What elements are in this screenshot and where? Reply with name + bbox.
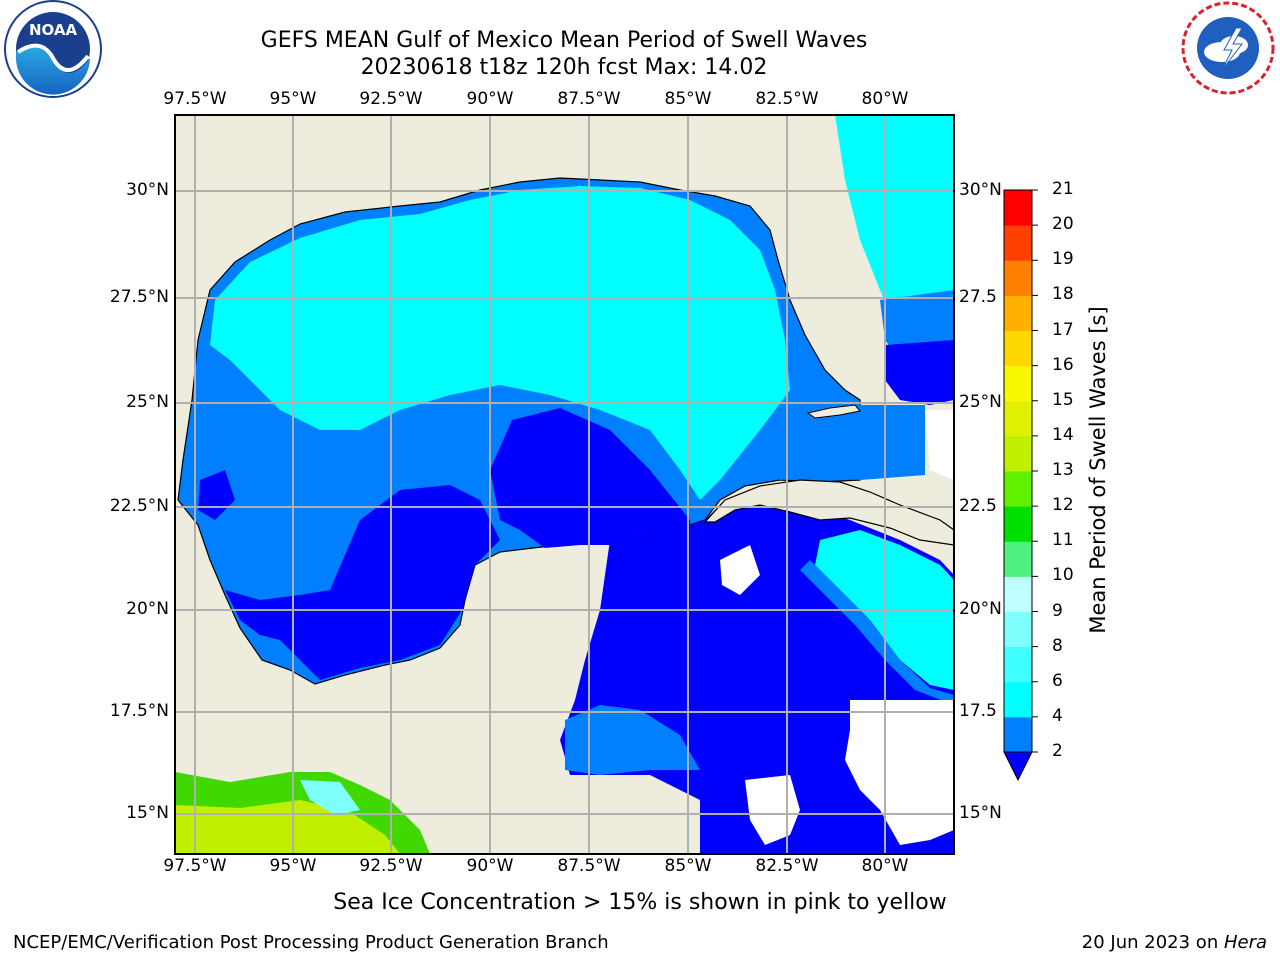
colorbar [1003,189,1038,782]
colorbar-segment [1004,365,1032,402]
colorbar-segment [1004,576,1032,612]
colorbar-tick-label: 8 [1052,635,1063,656]
colorbar-segment [1004,435,1032,472]
lon-tick-label: 95°W [269,856,317,876]
lon-tick-label: 87.5°W [557,856,621,876]
lat-tick-label: 20°N [126,599,169,619]
lon-tick-label: 92.5°W [359,89,423,109]
colorbar-tick-label: 2 [1052,741,1063,761]
colorbar-tick-label: 20 [1052,214,1074,235]
colorbar-segment [1004,260,1032,296]
colorbar-tick-label: 10 [1052,565,1074,586]
footer-date: 20 Jun 2023 on Hera [1082,932,1267,953]
lat-tick-label: 30°N [126,180,169,200]
lon-tick-label: 82.5°W [755,856,819,876]
colorbar-tick-label: 6 [1052,670,1063,691]
lon-tick-label: 92.5°W [359,856,423,876]
colorbar-segment [1004,295,1032,331]
colorbar-tick-label: 4 [1052,705,1063,726]
lat-tick-label: 20°N [959,599,1002,619]
lat-tick-label: 22.5 [959,496,997,516]
lat-tick-label: 27.5°N [109,287,169,307]
lon-tick-label: 90°W [466,856,514,876]
colorbar-segment [1004,190,1032,226]
lat-tick-label: 25°N [126,392,169,412]
lat-tick-label: 30°N [959,180,1002,200]
footer-credit: NCEP/EMC/Verification Post Processing Pr… [13,932,609,953]
lon-tick-label: 97.5°W [163,856,227,876]
colorbar-segment [1004,646,1032,683]
lon-tick-label: 85°W [664,856,712,876]
colorbar-segment [1004,681,1032,718]
colorbar-tick-label: 17 [1052,319,1074,340]
lon-tick-label: 97.5°W [163,89,227,109]
colorbar-segment [1004,330,1032,367]
sea-ice-note: Sea Ice Concentration > 15% is shown in … [333,890,947,915]
lon-tick-label: 95°W [269,89,317,109]
lon-tick-label: 90°W [466,89,514,109]
colorbar-tick-label: 21 [1052,179,1074,199]
cuba-island [703,479,954,546]
lat-tick-label: 22.5°N [109,496,169,516]
colorbar-segment [1004,471,1032,507]
colorbar-tick-label: 18 [1052,284,1074,305]
lon-tick-label: 87.5°W [557,89,621,109]
no-data-patch [845,700,954,845]
lat-tick-label: 25°N [959,392,1002,412]
lat-tick-label: 15°N [959,803,1002,823]
lon-tick-label: 82.5°W [755,89,819,109]
noaa-logo: NOAA [4,0,102,98]
colorbar-segment [1004,541,1032,577]
lat-tick-label: 15°N [126,803,169,823]
map-border [174,114,955,855]
colorbar-segment [1004,611,1032,648]
lat-tick-label: 17.5 [959,701,997,721]
lon-tick-label: 80°W [861,89,909,109]
footer-host: Hera [1223,932,1267,953]
chart-subtitle: 20230618 t18z 120h fcst Max: 14.02 [360,55,768,80]
colorbar-tick-label: 12 [1052,495,1074,516]
colorbar-segment [1004,225,1032,261]
colorbar-label: Mean Period of Swell Waves [s] [1086,306,1110,634]
colorbar-tick-label: 9 [1052,600,1063,621]
footer-date-text: 20 Jun 2023 on [1081,932,1224,953]
colorbar-tick-label: 15 [1052,389,1074,410]
chart-title: GEFS MEAN Gulf of Mexico Mean Period of … [260,28,868,53]
colorbar-tick-label: 11 [1052,530,1074,551]
nws-logo [1181,1,1275,95]
lon-tick-label: 80°W [861,856,909,876]
atlantic-ocean [835,115,954,340]
map-gridlines [175,115,954,854]
map-panel [174,114,955,855]
lat-tick-label: 27.5 [959,287,997,307]
colorbar-tick-label: 19 [1052,249,1074,270]
colorbar-segment [1004,506,1032,542]
colorbar-extend-min [1003,751,1033,782]
colorbar-tick-label: 13 [1052,460,1074,480]
svg-text:NOAA: NOAA [29,21,78,39]
swell-6s-region [210,186,790,500]
colorbar-tick-label: 14 [1052,424,1074,445]
colorbar-segment [1004,716,1032,753]
lat-tick-label: 17.5°N [109,701,169,721]
lon-tick-label: 85°W [664,89,712,109]
colorbar-tick-label: 16 [1052,354,1074,375]
colorbar-segment [1004,400,1032,437]
